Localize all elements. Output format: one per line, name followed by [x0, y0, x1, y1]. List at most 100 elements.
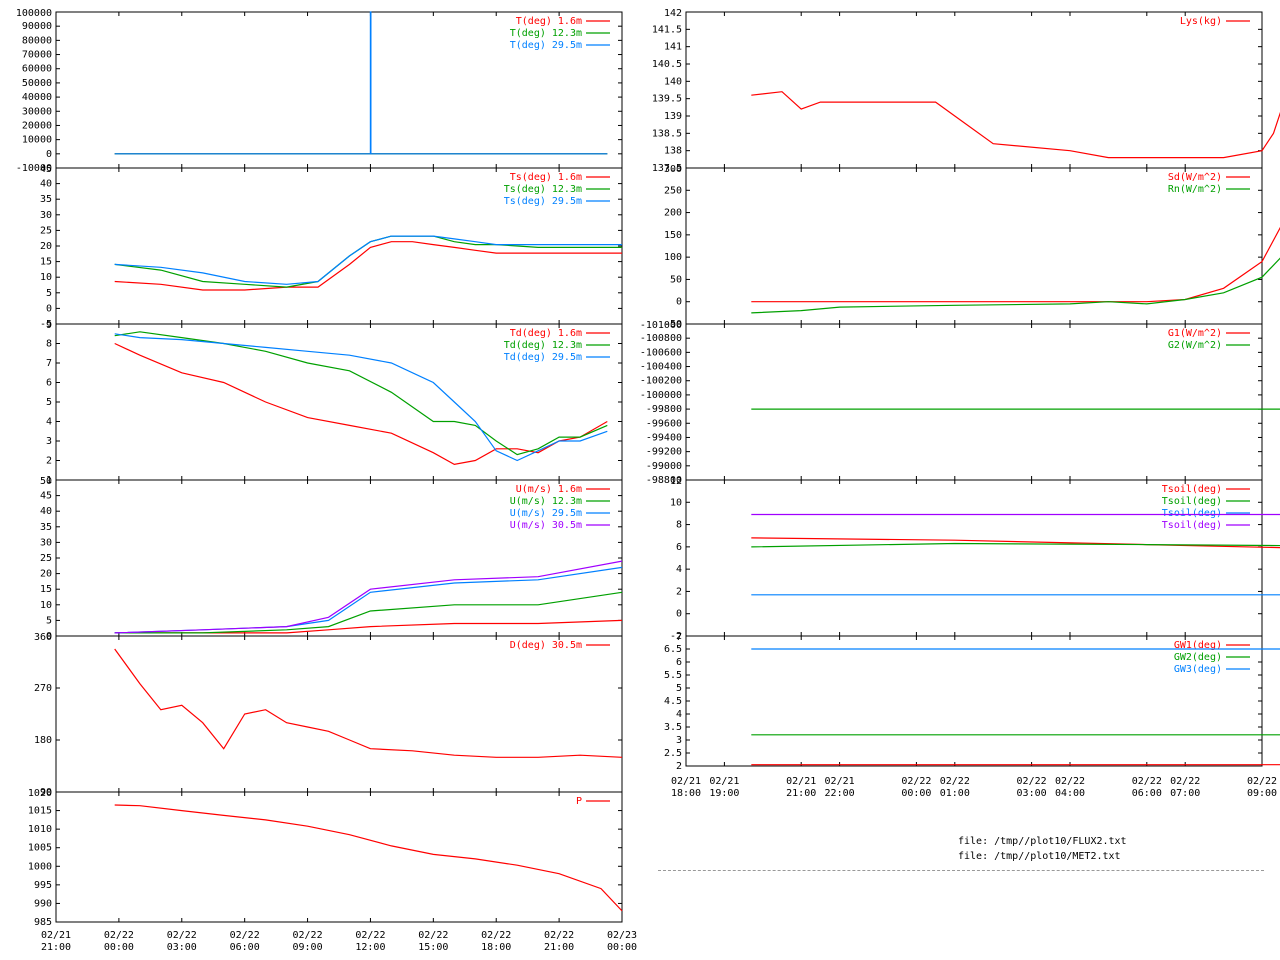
- y-tick-label: 142: [664, 8, 682, 19]
- y-tick-label: 30: [40, 210, 52, 221]
- series-line-u-1: [114, 591, 623, 634]
- y-tick-label: 2: [676, 586, 682, 597]
- x-tick-time: 06:00: [1132, 788, 1162, 799]
- y-tick-label: 6: [46, 378, 52, 389]
- plot-frame: [55, 791, 623, 923]
- x-tick-time: 07:00: [1170, 788, 1200, 799]
- x-tick-date: 02/22: [355, 930, 385, 941]
- y-tick-label: 5: [46, 397, 52, 408]
- legend-label: Tsoil(deg): [1162, 496, 1222, 507]
- chart-lys: 142 141.5 141 140.5 140 139.5 139 138.5 138 137.5…: [652, 8, 1280, 174]
- y-tick-label: 100: [664, 252, 682, 263]
- y-tick-label: 40: [40, 506, 52, 517]
- y-tick-label: 4: [676, 709, 682, 720]
- y-tick-label: 80000: [22, 35, 52, 46]
- y-tick-label: 4: [676, 564, 682, 575]
- plot-frame: [55, 635, 623, 793]
- y-tick-label: 138.5: [652, 128, 682, 139]
- series-line-p-0: [114, 804, 623, 912]
- y-tick-label: 0: [46, 303, 52, 314]
- x-tick-date: 02/22: [901, 776, 931, 787]
- y-tick-label: -99200: [646, 447, 682, 458]
- y-tick-label: -100200: [640, 376, 682, 387]
- series-line-ts-0: [114, 241, 622, 291]
- legend-label: Td(deg) 29.5m: [504, 352, 582, 363]
- x-tick-time: 19:00: [709, 788, 739, 799]
- x-tick-time: 03:00: [1017, 788, 1047, 799]
- x-tick-time: 03:00: [167, 942, 197, 953]
- series-line-u-0: [114, 619, 623, 634]
- y-tick-label: -10000: [16, 163, 52, 174]
- x-tick-time: 12:00: [355, 942, 385, 953]
- series-line-lys-0: [751, 91, 1280, 159]
- y-tick-label: 9: [46, 320, 52, 331]
- y-tick-label: 90: [40, 787, 52, 798]
- file-name-flux: file: /tmp//plot10/FLUX2.txt: [958, 836, 1127, 847]
- y-tick-label: 990: [34, 898, 52, 909]
- legend-label: GW3(deg): [1174, 664, 1222, 675]
- y-tick-label: 20000: [22, 120, 52, 131]
- y-tick-label: -99400: [646, 432, 682, 443]
- separator-line: [658, 870, 1264, 871]
- chart-tsoil: 121086420-2Tsoil(deg)Tsoil(deg)Tsoil(deg…: [670, 476, 1280, 642]
- x-tick-time: 18:00: [671, 788, 701, 799]
- legend-label: D(deg) 30.5m: [510, 640, 582, 651]
- y-tick-label: 6: [676, 657, 682, 668]
- y-tick-label: 5.5: [664, 670, 682, 681]
- x-tick-date: 02/22: [1247, 776, 1277, 787]
- y-tick-label: 1010: [28, 824, 52, 835]
- y-tick-label: 1005: [28, 843, 52, 854]
- y-tick-label: 100000: [16, 8, 52, 19]
- file-list: file: /tmp//plot10/FLUX2.txt file: /tmp/…: [958, 834, 1127, 864]
- y-tick-label: 0: [46, 631, 52, 642]
- y-tick-label: 1: [46, 475, 52, 486]
- series-line-u-3: [114, 560, 623, 634]
- y-tick-label: 50: [670, 274, 682, 285]
- y-tick-label: 35: [40, 522, 52, 533]
- y-tick-label: 8: [676, 520, 682, 531]
- legend-label: U(m/s) 29.5m: [510, 508, 582, 519]
- legend-label: Ts(deg) 29.5m: [504, 196, 582, 207]
- legend-label: Sd(W/m^2): [1168, 172, 1222, 183]
- chart-gw: 76.5 6 5.5 5 4.5 4 3.5 3 2.5 2 GW1(deg)GW2(deg)GW3…: [664, 632, 1280, 772]
- x-tick-date: 02/21: [825, 776, 855, 787]
- y-tick-label: 30000: [22, 106, 52, 117]
- x-tick-date: 02/22: [167, 930, 197, 941]
- x-tick-date: 02/22: [104, 930, 134, 941]
- legend-label: Ts(deg) 12.3m: [504, 184, 582, 195]
- y-tick-label: 3: [46, 436, 52, 447]
- legend-label: T(deg) 12.3m: [510, 28, 582, 39]
- series-line-td-2: [114, 333, 608, 462]
- series-line-sd-0: [751, 226, 1280, 303]
- legend-label: Tsoil(deg): [1162, 508, 1222, 519]
- x-tick-time: 00:00: [607, 942, 637, 953]
- y-tick-label: -101000: [640, 320, 682, 331]
- y-tick-label: 15: [40, 257, 52, 268]
- legend-label: G1(W/m^2): [1168, 328, 1222, 339]
- y-tick-label: 15: [40, 584, 52, 595]
- y-tick-label: 139: [664, 111, 682, 122]
- y-tick-label: 7: [676, 632, 682, 643]
- y-tick-label: 2: [676, 761, 682, 772]
- y-tick-label: -99800: [646, 404, 682, 415]
- y-tick-label: 140: [664, 76, 682, 87]
- series-line-tsoil-0: [751, 537, 1280, 549]
- x-tick-date: 02/22: [293, 930, 323, 941]
- y-tick-label: 10: [40, 600, 52, 611]
- x-tick-time: 21:00: [544, 942, 574, 953]
- x-tick-date: 02/22: [418, 930, 448, 941]
- y-tick-label: -2: [670, 631, 682, 642]
- y-tick-label: -99600: [646, 418, 682, 429]
- y-tick-label: 60000: [22, 64, 52, 75]
- legend-label: T(deg) 1.6m: [516, 16, 582, 27]
- y-tick-label: 70000: [22, 50, 52, 61]
- legend-label: G2(W/m^2): [1168, 340, 1222, 351]
- y-tick-label: 137.5: [652, 163, 682, 174]
- chart-sd: 300 250 200 150 100 50 0 -50 Sd(W/m^2)Rn(W/m^2): [664, 164, 1280, 330]
- y-tick-label: 35: [40, 194, 52, 205]
- legend-label: Td(deg) 1.6m: [510, 328, 582, 339]
- y-tick-label: 6: [676, 542, 682, 553]
